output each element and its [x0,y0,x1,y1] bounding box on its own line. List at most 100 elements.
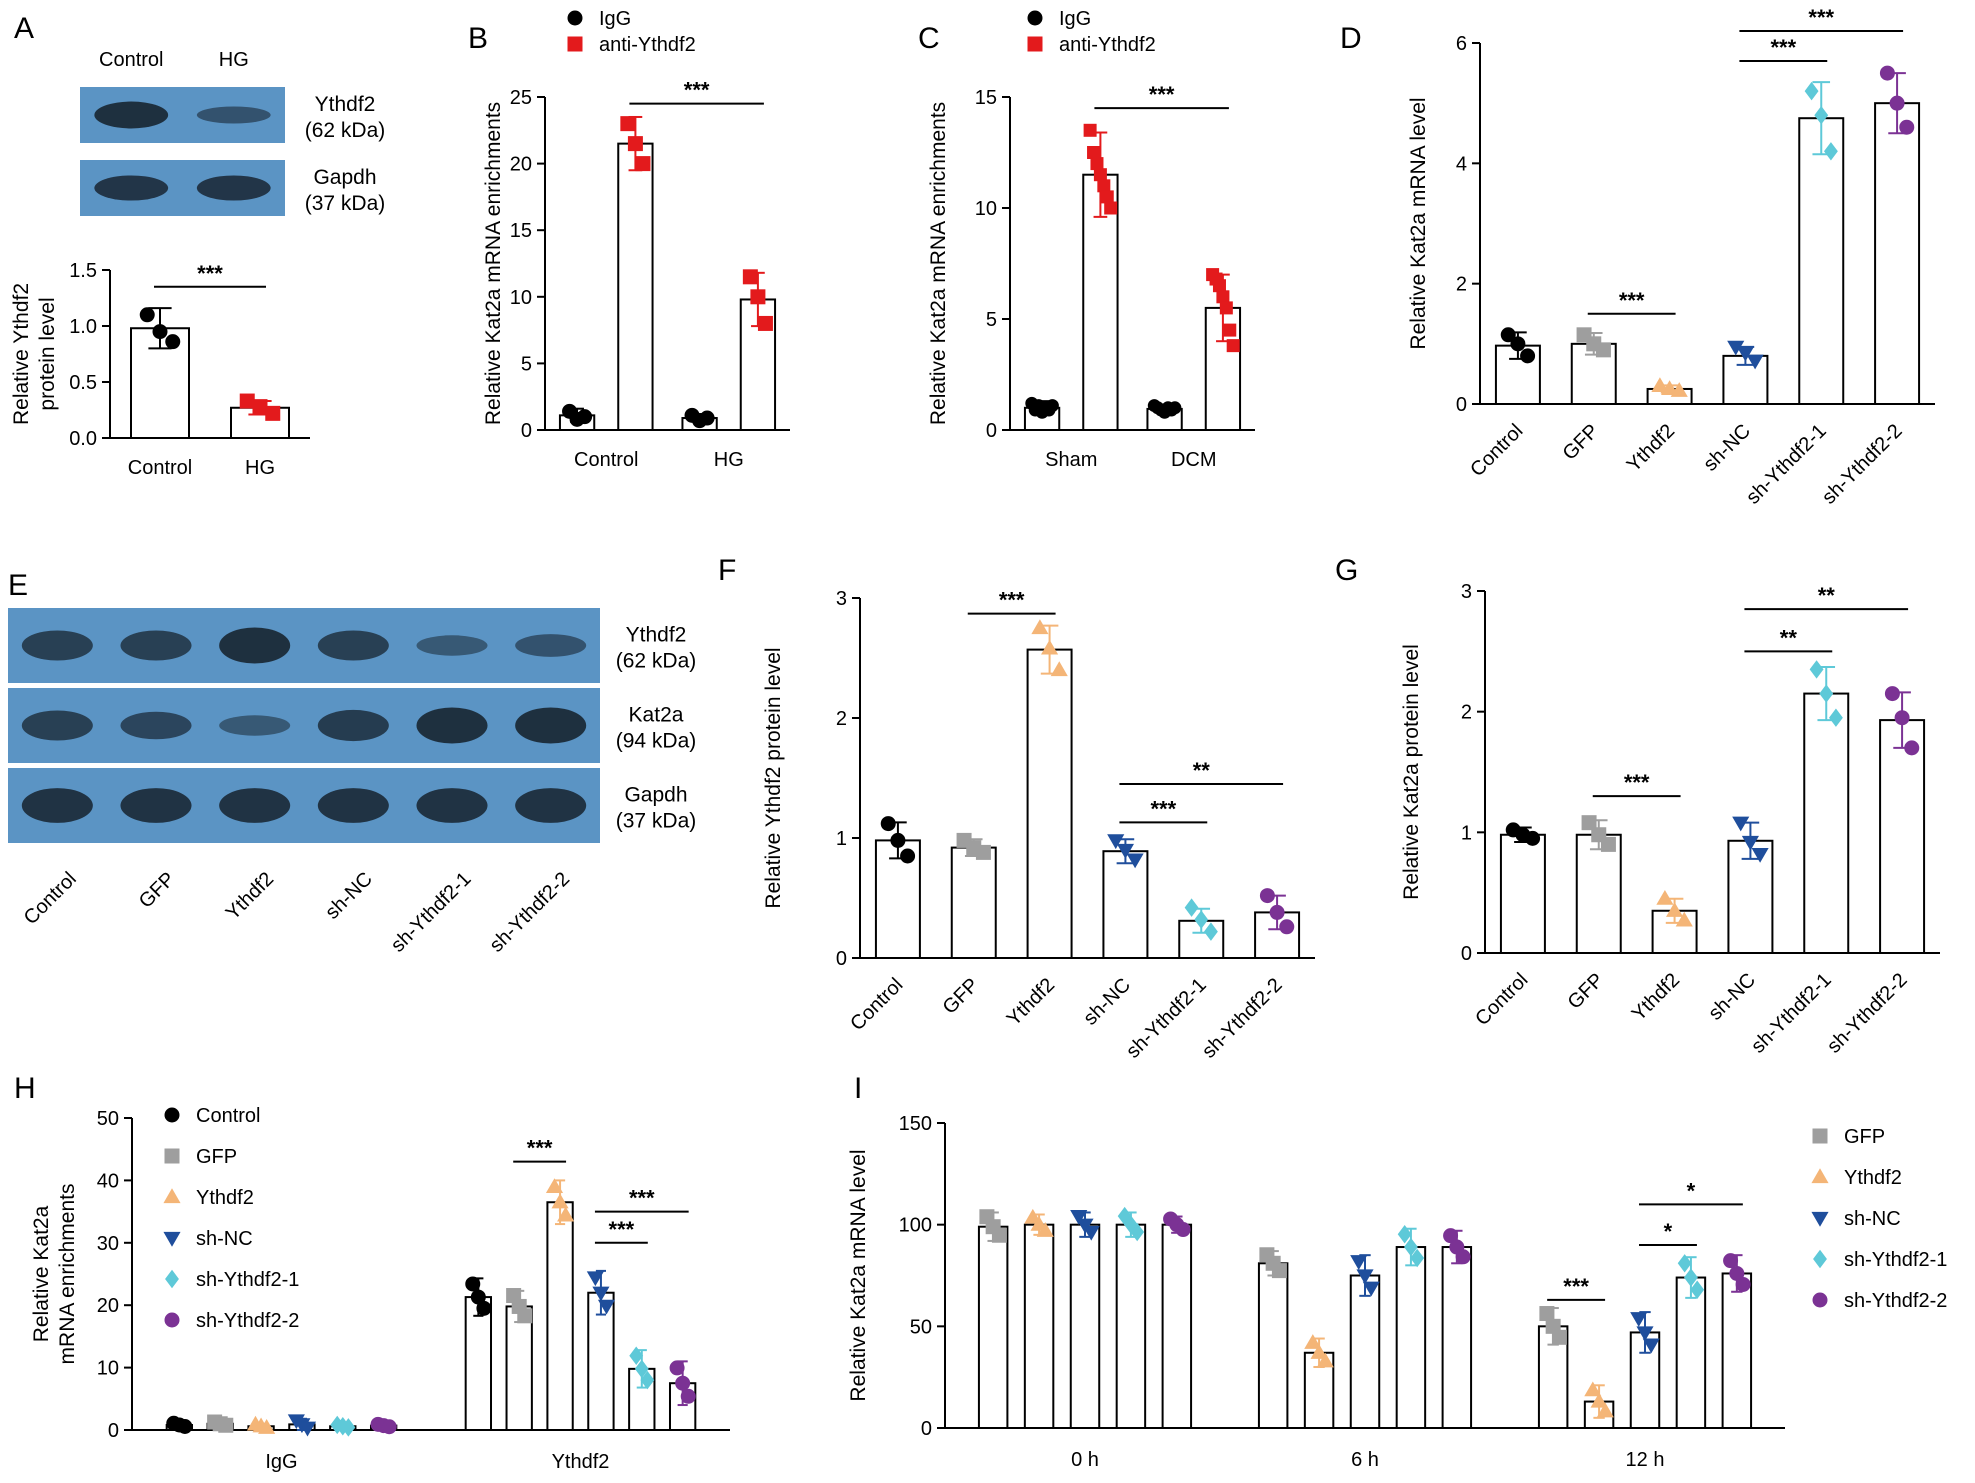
legend-label: sh-NC [1844,1208,1901,1230]
bar [1721,1272,1753,1430]
data-point [1083,123,1097,137]
panel-letter: G [1335,554,1358,587]
x-tick-label: Ythdf2 [1628,969,1684,1025]
y-tick-label: 1 [836,828,847,850]
data-point [1126,853,1144,869]
bar [1803,692,1850,954]
data-point [1403,1237,1418,1257]
x-tick-label: Control [1466,420,1527,481]
data-point [1226,339,1240,353]
data-point [1116,843,1134,859]
bar [1499,833,1546,954]
x-tick-label: Ythdf2 [1623,420,1679,476]
y-tick-label: 0 [108,1420,119,1442]
data-point [620,116,636,132]
blot-strip [8,608,600,683]
y-tick-label: 0 [986,420,997,442]
data-point [1651,377,1669,393]
data-point [890,832,906,848]
blot-row-label: Kat2a [629,704,684,727]
x-tick-label: Control [128,457,192,479]
y-axis-label: Relative Kat2a protein level [1400,644,1423,900]
data-point [699,410,715,426]
data-point [341,1418,356,1437]
x-group-label: 0 h [1071,1449,1099,1471]
data-point [1104,201,1118,215]
data-point [1804,81,1819,101]
bar [1675,1276,1707,1429]
bar [1102,850,1149,960]
y-tick-label: 5 [521,353,532,375]
y-tick-label: 0 [521,420,532,442]
y-tick-label: 20 [97,1295,119,1317]
data-point [1525,830,1541,846]
data-point [1070,1210,1088,1225]
bar [1874,102,1921,406]
y-tick-label: 15 [510,220,532,242]
data-point [975,844,991,860]
x-tick-label: GFP [1559,420,1604,465]
data-point [1031,619,1049,635]
legend-label: sh-Ythdf2-2 [196,1310,299,1332]
chart-panel-I: I 0 50 100 150 Relative Kat2a mRNA level 0 h 6 … [847,1072,1947,1471]
significance-label: *** [999,588,1025,613]
blot-row-label: Gapdh [313,166,376,189]
blot-lane-label: HG [219,49,249,71]
data-point [1894,710,1910,726]
blot-row-size: (37 kDa) [305,192,386,215]
y-tick-label: 150 [899,1113,932,1135]
panel-letter: I [854,1072,862,1105]
bar [1023,1223,1055,1429]
blot-band [21,788,93,823]
data-point [880,816,896,832]
legend-label: sh-Ythdf2-2 [1844,1290,1947,1312]
bar [546,1201,574,1431]
blot-band [94,101,169,129]
data-point [1732,816,1750,832]
y-tick-label: 2 [1456,274,1467,296]
data-point [757,315,773,331]
y-axis-label: Relative Ythdf2 [10,283,33,425]
blot-strip [8,688,600,763]
blot-lane-label: Control [20,868,81,929]
data-point [1683,1268,1698,1287]
x-tick-label: sh-Ythdf2-1 [1122,974,1211,1063]
legend-marker [163,1188,181,1204]
data-point [1259,888,1275,904]
data-point [1595,342,1611,358]
western-blot: Ythdf2 (62 kDa) Gapdh (37 kDa) Control HG [80,49,385,216]
data-point [1889,95,1905,111]
bar [1798,117,1845,405]
blot-row-label: Ythdf2 [626,624,687,647]
western-blot: Ythdf2 (62 kDa) Kat2a (94 kDa) Gapdh (37 kDa)… [8,608,696,957]
y-tick-label: 1.5 [69,260,97,282]
data-point [1316,1352,1334,1368]
blot-band [219,788,291,823]
data-point [465,1276,481,1292]
data-point [1362,1281,1380,1297]
blot-lane-label: sh-Ythdf2-1 [387,868,476,957]
blot-strip [8,768,600,843]
data-point [1584,1381,1602,1397]
x-tick-label: GFP [939,974,984,1019]
data-point [1723,1253,1739,1269]
significance-label: ** [1780,625,1798,650]
legend-marker [165,1269,179,1289]
data-point [265,405,281,421]
data-point [545,1178,564,1194]
legend-label: anti-Ythdf2 [1059,34,1156,56]
significance-label: *** [1149,82,1175,107]
data-point [1194,910,1209,929]
chart-panel-H: H 0 10 20 30 40 50 Relative Kat2a mRNA enrichmen… [14,1072,730,1473]
data-point [1814,105,1829,125]
panel-letter: A [14,12,34,45]
y-tick-label: 0 [1456,394,1467,416]
panel-letter: E [8,569,28,602]
legend-marker [567,36,583,52]
legend-label: IgG [599,8,631,30]
data-point [1746,354,1764,370]
data-point [1455,1249,1471,1265]
x-tick-label: sh-Ythdf2-1 [1747,969,1836,1058]
blot-row-size: (62 kDa) [305,119,386,142]
